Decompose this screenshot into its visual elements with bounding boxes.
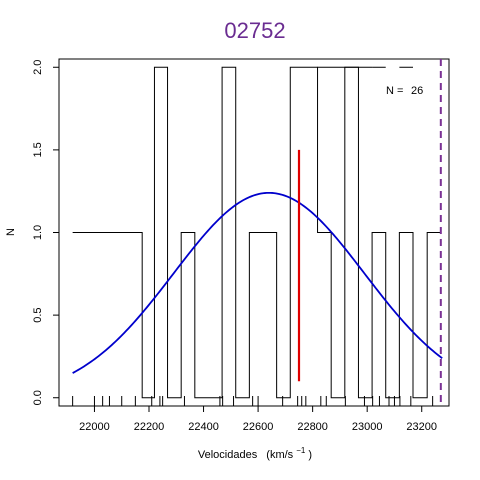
x-tick-label: 22600 <box>243 421 274 433</box>
y-axis-label: N <box>5 228 17 236</box>
x-tick-label: 22200 <box>134 421 165 433</box>
histogram-series <box>72 66 441 399</box>
x-axis-label-units: (km/s <box>266 449 293 461</box>
x-tick-label: 23000 <box>352 421 383 433</box>
y-tick-label: 0.5 <box>32 307 44 322</box>
x-axis-label-close: ) <box>308 449 312 461</box>
x-axis-label: Velocidades (km/s −1 ) <box>198 444 312 461</box>
x-axis-label-name: Velocidades <box>198 449 258 461</box>
y-axis: 0.0 0.5 1.0 1.5 2.0 <box>32 60 59 405</box>
y-tick-label: 1.0 <box>32 225 44 240</box>
x-tick-label: 23200 <box>406 421 437 433</box>
gaussian-curve <box>72 191 443 374</box>
y-tick-label: 1.5 <box>32 142 44 157</box>
gaussian-series <box>72 191 443 374</box>
x-axis: 22000 22200 22400 22600 22800 23000 23200 <box>79 406 437 433</box>
annotation-label: N = <box>386 85 403 97</box>
annotation-value: 26 <box>411 85 423 97</box>
y-tick-label: 2.0 <box>32 60 44 75</box>
x-tick-label: 22000 <box>79 421 110 433</box>
annotation-box <box>376 77 432 103</box>
rug-marks <box>72 396 434 406</box>
x-tick-label: 22400 <box>188 421 219 433</box>
x-tick-label: 22800 <box>297 421 328 433</box>
x-axis-label-exp: −1 <box>296 446 306 455</box>
histogram-line <box>72 66 441 399</box>
y-tick-label: 0.0 <box>32 390 44 405</box>
chart-title: 02752 <box>224 18 285 43</box>
